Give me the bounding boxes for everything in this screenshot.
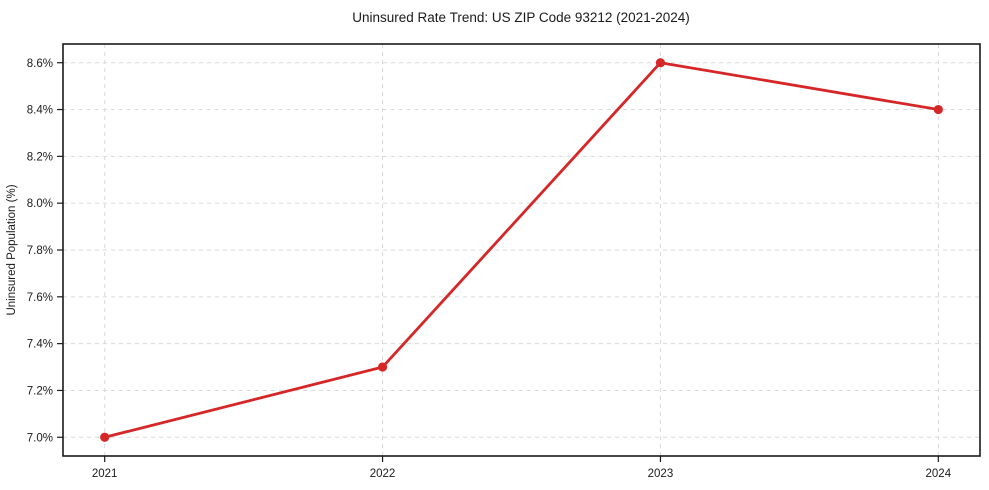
x-tick-label: 2023 (648, 468, 674, 480)
trend-line (103, 61, 940, 439)
data-point-2023 (655, 58, 666, 68)
y-tick-label: 8.4% (27, 105, 53, 117)
chart-title: Uninsured Rate Trend: US ZIP Code 93212 … (352, 10, 689, 25)
axis-tick-labels: 7.0% 7.2% 7.4% 7.6% 7.8% 8.0% 8.2% 8.4% 8.6% 2021… (27, 58, 952, 480)
data-point-2022 (377, 362, 388, 372)
y-tick-label: 7.0% (27, 432, 53, 444)
y-tick-label: 7.2% (27, 385, 53, 397)
y-axis-label: Uninsured Population (%) (6, 184, 18, 315)
data-point-2021 (100, 432, 110, 442)
x-tick-label: 2022 (370, 468, 396, 480)
y-tick-label: 8.2% (27, 151, 53, 163)
y-tick-label: 8.6% (27, 58, 53, 70)
data-series (100, 58, 943, 442)
data-point-2024 (933, 104, 943, 115)
y-tick-label: 7.8% (27, 245, 53, 257)
y-tick-label: 8.0% (27, 198, 53, 210)
grid-lines (63, 44, 980, 456)
y-tick-label: 7.4% (27, 339, 53, 351)
x-tick-label: 2024 (926, 468, 952, 480)
x-tick-label: 2021 (92, 468, 118, 480)
axis-ticks (57, 62, 939, 462)
y-tick-label: 7.6% (27, 292, 53, 304)
